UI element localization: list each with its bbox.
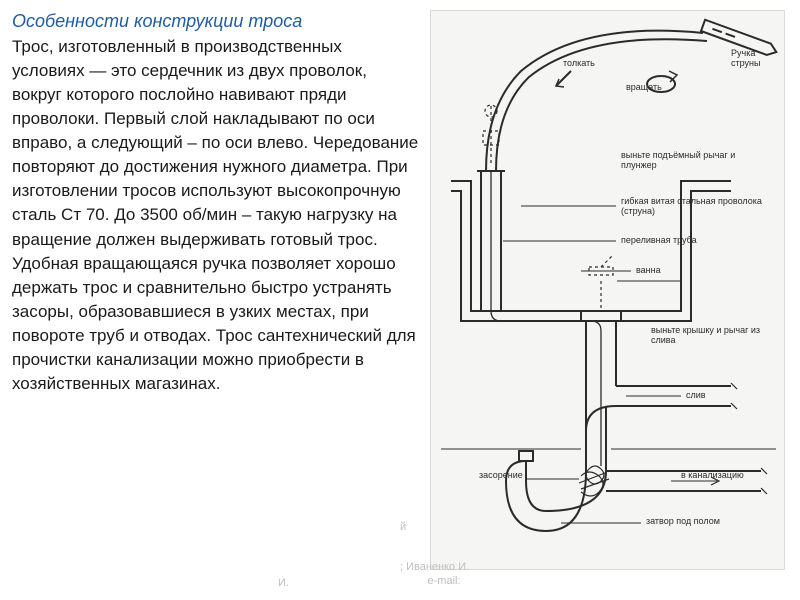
label-drain: слив bbox=[686, 391, 706, 401]
label-lift-lever: выньте подъёмный рычаг и плунжер bbox=[621, 151, 771, 171]
label-rotate: вращать bbox=[626, 83, 662, 93]
diagram-svg bbox=[431, 11, 786, 571]
footer-fragment-1: И. bbox=[278, 576, 289, 590]
heading: Особенности конструкции троса bbox=[12, 10, 419, 33]
label-cable: гибкая витая стальная проволока (струна) bbox=[621, 197, 771, 217]
label-sewer: в канализацию bbox=[681, 471, 744, 481]
label-tub: ванна bbox=[636, 266, 661, 276]
label-clog: засорение bbox=[479, 471, 523, 481]
label-remove-cap: выньте крышку и рычаг из слива bbox=[651, 326, 781, 346]
footer-fragment-2: й bbox=[400, 520, 406, 534]
plumbing-diagram: Ручка струны вращать толкать выньте подъ… bbox=[430, 10, 785, 570]
label-handle: Ручка струны bbox=[731, 49, 781, 69]
label-overflow: переливная труба bbox=[621, 236, 697, 246]
diagram-column: Ручка струны вращать толкать выньте подъ… bbox=[427, 10, 788, 590]
body-paragraph: Трос, изготовленный в производственных у… bbox=[12, 35, 419, 397]
footer-fragment-3: ; Иваненко И. e-mail: bbox=[400, 560, 469, 589]
label-trap: затвор под полом bbox=[646, 517, 720, 527]
text-column: Особенности конструкции троса Трос, изго… bbox=[12, 10, 427, 590]
label-push: толкать bbox=[563, 59, 595, 69]
